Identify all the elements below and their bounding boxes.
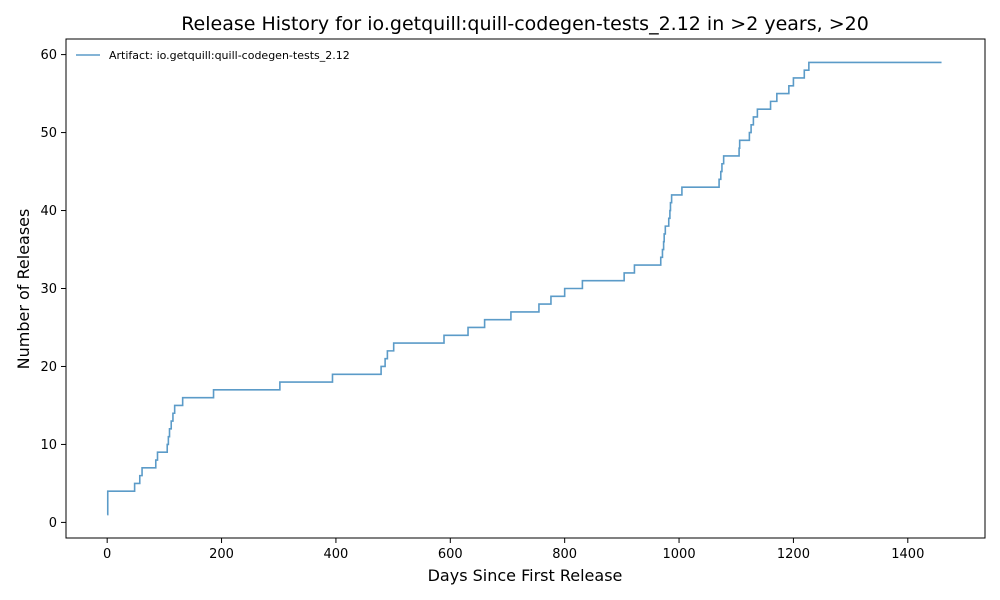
- x-tick-label-1: 200: [209, 547, 234, 562]
- x-tick-label-3: 600: [438, 547, 463, 562]
- x-axis-title: Days Since First Release: [428, 566, 623, 585]
- y-tick-label-5: 50: [40, 126, 57, 141]
- x-tick-label-0: 0: [103, 547, 111, 562]
- x-tick-label-4: 800: [552, 547, 577, 562]
- y-tick-label-1: 10: [40, 438, 57, 453]
- x-tick-label-5: 1000: [663, 547, 696, 562]
- legend: Artifact: io.getquill:quill-codegen-test…: [76, 49, 350, 62]
- y-tick-label-2: 20: [40, 360, 57, 375]
- y-tick-label-0: 0: [49, 516, 57, 531]
- y-tick-label-3: 30: [40, 282, 57, 297]
- x-tick-label-2: 400: [324, 547, 349, 562]
- series-group: [106, 61, 942, 516]
- axes: 0 200 400 600 800 1000 1200 1400 0 10 20 30 40 50 60: [40, 38, 986, 562]
- y-axis-title: Number of Releases: [14, 209, 33, 370]
- series-line-0: [106, 61, 942, 516]
- x-tick-label-7: 1400: [891, 547, 924, 562]
- y-tick-label-6: 60: [40, 48, 57, 63]
- x-tick-label-6: 1200: [777, 547, 810, 562]
- y-tick-label-4: 40: [40, 204, 57, 219]
- legend-label: Artifact: io.getquill:quill-codegen-test…: [109, 49, 350, 62]
- chart-title: Release History for io.getquill:quill-co…: [181, 13, 869, 35]
